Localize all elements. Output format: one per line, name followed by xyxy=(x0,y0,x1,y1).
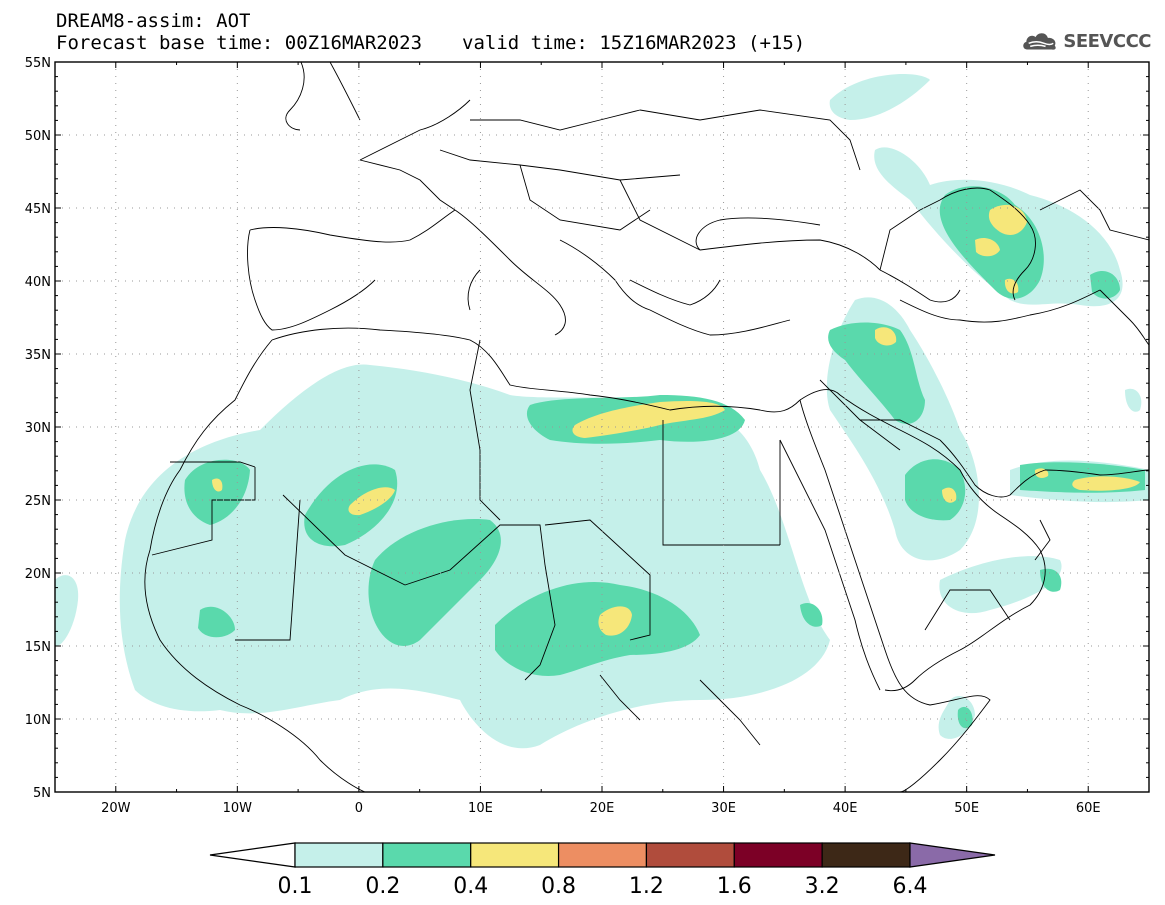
lat-label: 40N xyxy=(25,275,51,290)
lon-label: 10E xyxy=(468,801,493,816)
colorbar-label: 1.6 xyxy=(717,874,752,899)
colorbar-over-triangle xyxy=(909,842,996,868)
lat-labels: 55N 50N 45N 40N 35N 30N 25N 20N 15N 10N 5N xyxy=(25,56,51,801)
map-title: DREAM8-assim: AOT xyxy=(56,10,251,32)
lat-label: 50N xyxy=(25,129,51,144)
colorbar-label: 0.2 xyxy=(365,874,400,899)
forecast-times: Forecast base time: 00Z16MAR2023 valid ti… xyxy=(56,32,805,54)
valid-time: valid time: 15Z16MAR2023 (+15) xyxy=(462,32,806,54)
lat-label: 15N xyxy=(25,640,51,655)
colorbar-label: 0.8 xyxy=(541,874,576,899)
lon-label: 20W xyxy=(101,801,131,816)
aot-level-0-4 xyxy=(212,204,1140,636)
lat-label: 35N xyxy=(25,348,51,363)
colorbar-label: 0.1 xyxy=(278,874,313,899)
colorbar-box xyxy=(821,842,911,868)
colorbar-label: 1.2 xyxy=(629,874,664,899)
lat-label: 25N xyxy=(25,494,51,509)
cloud-icon xyxy=(1023,33,1056,50)
logo-text: SEEVCCC xyxy=(1063,30,1151,52)
aot-fields xyxy=(55,74,1149,749)
lon-label: 40E xyxy=(833,801,858,816)
lat-label: 20N xyxy=(25,567,51,582)
colorbar-label: 3.2 xyxy=(805,874,840,899)
lon-label: 50E xyxy=(954,801,979,816)
lon-label: 20E xyxy=(590,801,615,816)
coastlines-borders xyxy=(144,62,1149,792)
lon-labels: 20W 10W 0 10E 20E 30E 40E 50E 60E xyxy=(101,801,1101,816)
colorbar-box xyxy=(294,842,384,868)
seevccc-logo: SEEVCCC xyxy=(1021,24,1151,58)
colorbar-label: 6.4 xyxy=(893,874,928,899)
colorbar-box xyxy=(733,842,823,868)
graticule xyxy=(55,62,1149,792)
base-time: Forecast base time: 00Z16MAR2023 xyxy=(56,32,423,54)
lat-label: 45N xyxy=(25,202,51,217)
lon-label: 60E xyxy=(1076,801,1101,816)
colorbar-under-triangle xyxy=(209,842,296,868)
colorbar-box xyxy=(382,842,472,868)
colorbar-label: 0.4 xyxy=(453,874,488,899)
lat-label: 55N xyxy=(25,56,51,71)
colorbar-box xyxy=(557,842,648,868)
lon-label: 0 xyxy=(355,801,363,816)
colorbar-box xyxy=(645,842,735,868)
lat-label: 10N xyxy=(25,713,51,728)
lon-label: 10W xyxy=(223,801,253,816)
lat-label: 5N xyxy=(33,786,51,801)
colorbar-box xyxy=(470,842,560,868)
lon-label: 30E xyxy=(711,801,736,816)
axis-ticks xyxy=(54,61,1150,793)
colorbar: 0.1 0.2 0.4 0.8 1.2 1.6 3.2 6.4 xyxy=(209,842,996,899)
lat-label: 30N xyxy=(25,421,51,436)
